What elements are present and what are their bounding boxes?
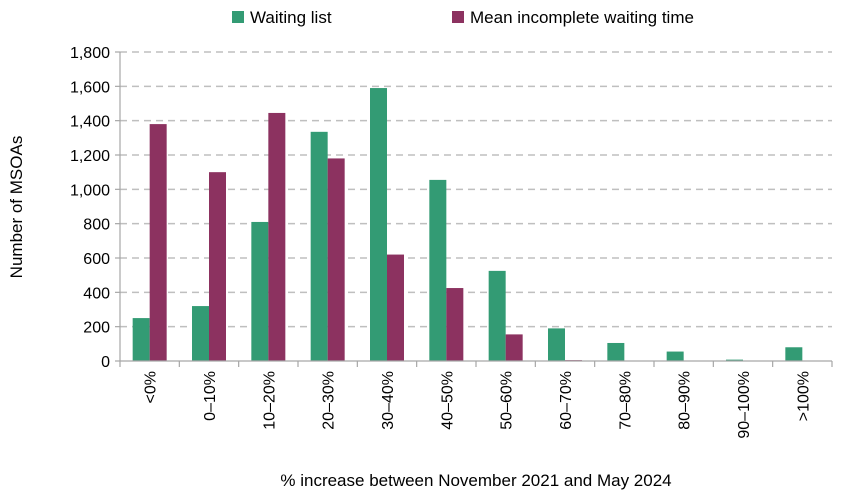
y-tick-labels: 0 200 400 600 800 1,000 1,200 1,400 1,600 1,800 (70, 45, 110, 371)
bar-mean-incomplete-waiting-time-3 (268, 112, 286, 361)
x-tick-label: 90–100% (736, 371, 753, 439)
x-tick-label: 50–60% (499, 371, 516, 430)
x-tick-labels: <0% 0–10% 10–20% 20–30% 30–40% 40–50% 50–60% 60… (143, 371, 813, 439)
bar-waiting-list-4 (310, 131, 328, 361)
bars (132, 88, 803, 362)
y-tick-label: 1,400 (70, 114, 110, 131)
y-axis-title: Number of MSOAs (7, 136, 26, 279)
y-tick-label: 1,000 (70, 182, 110, 199)
x-tick-label: 70–80% (617, 371, 634, 430)
x-tick-label: 30–40% (380, 371, 397, 430)
legend: Waiting list Mean incomplete waiting tim… (232, 8, 694, 27)
x-tick-label: 10–20% (261, 371, 278, 430)
y-tick-label: 400 (83, 285, 110, 302)
x-tick-label: >100% (795, 371, 812, 421)
bar-mean-incomplete-waiting-time-7 (505, 334, 523, 361)
bar-mean-incomplete-waiting-time-2 (209, 172, 226, 361)
legend-label-mean-incomplete-waiting-time: Mean incomplete waiting time (470, 8, 694, 27)
bar-waiting-list-2 (192, 306, 209, 361)
y-tick-label: 0 (101, 354, 110, 371)
axes (115, 51, 833, 367)
x-tick-label: 0–10% (202, 371, 219, 421)
bar-waiting-list-12 (785, 347, 803, 361)
bar-waiting-list-3 (251, 221, 269, 361)
x-tick-label: 20–30% (321, 371, 338, 430)
legend-swatch-mean-incomplete-waiting-time (452, 11, 464, 23)
bar-waiting-list-6 (429, 179, 447, 361)
gridlines (120, 51, 832, 328)
bar-waiting-list-11 (726, 359, 743, 361)
y-tick-label: 200 (83, 320, 110, 337)
legend-label-waiting-list: Waiting list (250, 8, 332, 27)
bar-waiting-list-10 (666, 351, 684, 361)
x-tick-label: 80–90% (677, 371, 694, 430)
y-tick-label: 600 (83, 251, 110, 268)
bar-waiting-list-5 (370, 88, 387, 362)
x-tick-label: <0% (143, 371, 160, 403)
y-tick-label: 1,800 (70, 45, 110, 62)
bar-mean-incomplete-waiting-time-4 (327, 158, 345, 361)
bar-waiting-list-9 (607, 342, 625, 361)
x-tick-label: 40–50% (439, 371, 456, 430)
legend-swatch-waiting-list (232, 11, 244, 23)
bar-mean-incomplete-waiting-time-6 (446, 288, 464, 361)
bar-waiting-list-7 (488, 270, 506, 361)
y-tick-label: 1,200 (70, 148, 110, 165)
bar-mean-incomplete-waiting-time-1 (149, 124, 167, 361)
x-tick-label: 60–70% (558, 371, 575, 430)
y-tick-label: 800 (83, 217, 110, 234)
bar-mean-incomplete-waiting-time-5 (387, 254, 404, 361)
bar-waiting-list-1 (132, 318, 150, 361)
bar-waiting-list-8 (548, 328, 565, 361)
y-tick-label: 1,600 (70, 79, 110, 96)
x-axis-title: % increase between November 2021 and May… (280, 471, 671, 490)
